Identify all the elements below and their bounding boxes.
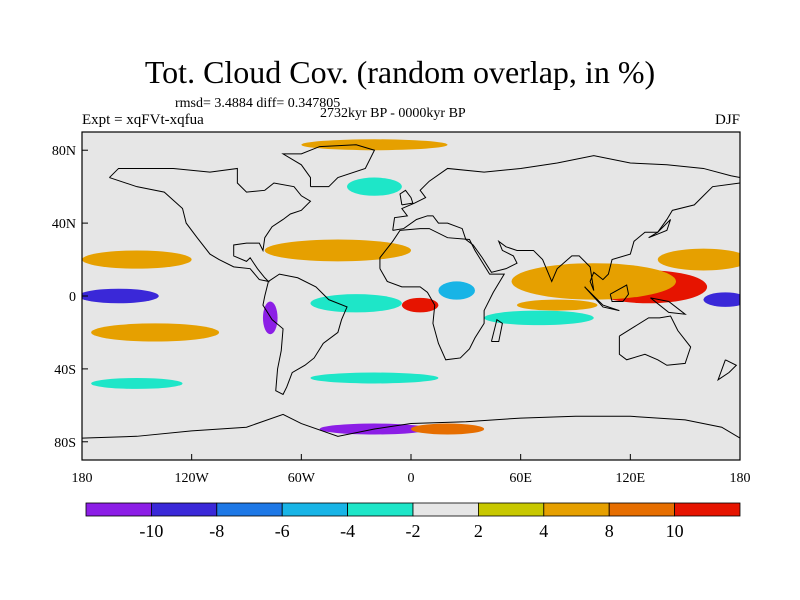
anomaly-region-13 [91, 323, 220, 342]
coastline-11 [82, 413, 740, 439]
colorbar-label: 4 [539, 521, 548, 541]
colorbar-label: -10 [139, 521, 163, 541]
colorbar-swatch [85, 502, 152, 517]
anomaly-region-2 [511, 263, 677, 300]
coastline-8 [609, 284, 630, 302]
colorbar-label: -6 [275, 521, 290, 541]
period-label: 2732kyr BP - 0000kyr BP [320, 106, 466, 121]
coastline-12 [399, 189, 414, 206]
x-tick-label: 60W [288, 471, 316, 486]
coastline-4 [379, 228, 506, 361]
colorbar-label: 8 [605, 521, 614, 541]
colorbar-swatch [412, 502, 479, 517]
coastline-13 [648, 219, 672, 239]
x-tick-label: 180 [730, 471, 751, 486]
y-tick-label: 40S [54, 363, 76, 378]
coastline-9 [584, 286, 620, 312]
y-tick-label: 0 [69, 290, 76, 305]
colorbar-swatch [674, 502, 741, 517]
anomaly-region-10 [484, 310, 594, 326]
coastline-5 [392, 155, 740, 231]
colorbar-swatch [608, 502, 676, 517]
coastline-6 [392, 182, 740, 291]
stats-label: rmsd= 3.4884 diff= 0.347805 [175, 96, 341, 111]
y-tick-label: 40N [52, 217, 76, 232]
colorbar-swatch [477, 502, 545, 517]
coastline-14 [717, 359, 738, 382]
colorbar-swatch [347, 502, 414, 517]
x-tick-label: 180 [72, 471, 93, 486]
anomaly-region-5 [703, 292, 740, 307]
y-tick-label: 80S [54, 436, 76, 451]
colorbar-swatch [216, 502, 283, 517]
x-tick-label: 0 [408, 471, 415, 486]
anomaly-region-3 [657, 248, 740, 271]
anomaly-region-9 [438, 281, 475, 300]
colorbar-label: -4 [340, 521, 355, 541]
colorbar-swatch [281, 502, 349, 517]
colorbar-swatch [150, 502, 218, 517]
x-tick-label: 120W [175, 471, 210, 486]
coastline-1 [109, 167, 312, 283]
y-tick-label: 80N [52, 144, 76, 159]
colorbar-label: 10 [666, 521, 684, 541]
anomaly-region-17 [411, 423, 485, 435]
anomaly-region-6 [262, 301, 278, 335]
colorbar-label: -2 [406, 521, 421, 541]
x-tick-label: 60E [509, 471, 532, 486]
anomaly-region-14 [91, 378, 183, 389]
colorbar-swatch [543, 502, 610, 517]
anomaly-region-20 [301, 139, 448, 151]
anomaly-region-8 [401, 297, 439, 313]
colorbar-label: -8 [209, 521, 224, 541]
anomaly-region-12 [82, 250, 192, 269]
coastline-3 [262, 273, 348, 396]
chart-title: Tot. Cloud Cov. (random overlap, in %) [144, 54, 656, 90]
anomaly-region-4 [82, 288, 159, 304]
anomaly-region-19 [264, 239, 411, 262]
experiment-label: Expt = xqFVt-xqfua [82, 112, 204, 128]
anomaly-region-18 [347, 177, 402, 196]
coastline-10 [650, 297, 687, 315]
colorbar-label: 2 [474, 521, 483, 541]
anomaly-region-7 [310, 294, 402, 313]
coastline-2 [281, 144, 376, 188]
x-tick-label: 120E [616, 471, 646, 486]
anomaly-region-11 [517, 299, 598, 311]
coastline-15 [490, 318, 503, 343]
anomaly-region-15 [310, 372, 439, 384]
season-label: DJF [714, 112, 740, 128]
coastline-7 [618, 315, 692, 366]
